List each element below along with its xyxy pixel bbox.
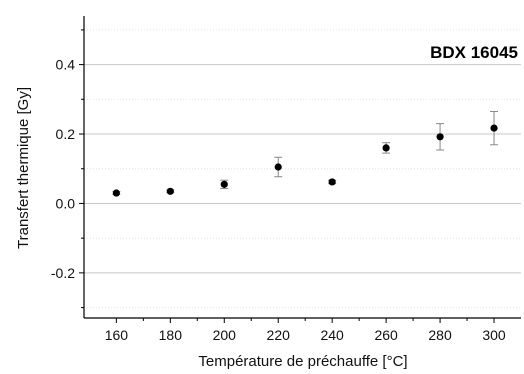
data-point [382, 144, 390, 152]
chart-annotation: BDX 16045 [430, 43, 518, 62]
x-tick-label: 180 [159, 327, 183, 343]
grid-layer [84, 29, 521, 309]
data-point [436, 133, 444, 141]
data-point [490, 124, 498, 132]
axes-layer [83, 16, 521, 319]
data-point [112, 189, 120, 197]
x-tick-label: 160 [105, 327, 129, 343]
x-tick-label: 300 [482, 327, 506, 343]
ticks-layer: 160 180 200 220 240 260 280 300 -0.2 0.0 0.2 0.4 [51, 29, 506, 343]
x-tick-label: 200 [213, 327, 237, 343]
y-tick-label: 0.4 [56, 57, 76, 73]
data-point [328, 178, 336, 186]
y-tick-label: 0.2 [56, 126, 76, 142]
points-layer [112, 110, 499, 197]
data-point [166, 187, 174, 195]
data-point [220, 180, 228, 188]
y-tick-label: 0.0 [56, 195, 76, 211]
y-tick-label: -0.2 [51, 265, 75, 281]
data-point [274, 163, 282, 171]
x-axis-title: Température de préchauffe [°C] [198, 353, 407, 370]
x-tick-label: 280 [428, 327, 452, 343]
x-tick-label: 220 [267, 327, 291, 343]
x-tick-label: 240 [320, 327, 344, 343]
x-tick-label: 260 [374, 327, 398, 343]
y-axis-title: Transfert thermique [Gy] [15, 87, 32, 249]
